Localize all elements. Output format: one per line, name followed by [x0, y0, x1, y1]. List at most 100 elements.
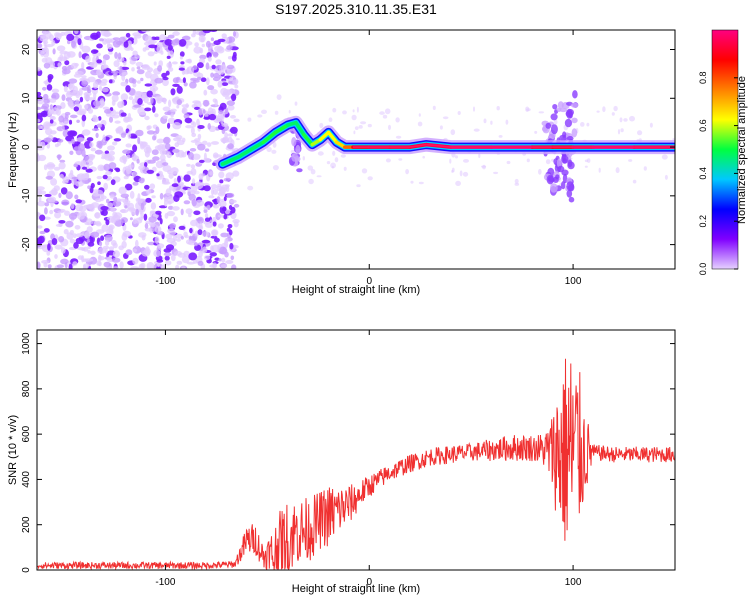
noise-blob: [450, 129, 456, 136]
noise-blob: [75, 204, 84, 212]
spectrogram-y-tick-label: -10: [21, 188, 32, 203]
noise-blob: [142, 47, 147, 52]
noise-blob: [332, 107, 337, 113]
noise-blob: [37, 112, 46, 117]
noise-blob: [49, 104, 54, 110]
noise-blob: [81, 61, 85, 70]
noise-blob: [442, 116, 449, 120]
noise-blob: [212, 230, 218, 237]
noise-blob: [171, 39, 180, 46]
noise-blob: [580, 122, 585, 127]
noise-blob: [47, 110, 51, 116]
noise-blob: [202, 249, 208, 253]
noise-blob: [205, 40, 211, 48]
noise-blob: [38, 235, 45, 244]
noise-blob: [176, 99, 182, 106]
noise-blob: [514, 178, 519, 184]
noise-blob: [96, 260, 101, 266]
noise-blob: [439, 125, 443, 130]
noise-blob: [197, 260, 204, 266]
noise-blob: [87, 85, 91, 92]
noise-blob: [65, 191, 73, 200]
streak-blob: [550, 113, 558, 121]
noise-blob: [367, 176, 373, 181]
noise-blob: [69, 238, 76, 244]
noise-blob: [360, 121, 367, 125]
noise-blob: [226, 100, 235, 106]
noise-blob: [615, 167, 620, 174]
noise-blob: [192, 121, 197, 128]
noise-blob: [81, 247, 86, 251]
noise-blob: [384, 108, 391, 115]
noise-blob: [201, 43, 205, 48]
noise-blob: [126, 154, 131, 159]
noise-blob: [76, 137, 85, 142]
noise-blob: [192, 30, 197, 35]
streak-blob: [562, 158, 567, 164]
noise-blob: [79, 96, 84, 103]
noise-blob: [138, 177, 145, 184]
noise-blob: [203, 185, 211, 192]
noise-blob: [164, 212, 169, 219]
streak-blob: [291, 153, 299, 162]
noise-blob: [209, 171, 214, 176]
noise-blob: [410, 180, 414, 184]
noise-blob: [85, 55, 91, 63]
noise-blob: [227, 133, 234, 137]
noise-blob: [37, 186, 45, 191]
noise-blob: [186, 67, 190, 75]
noise-blob: [125, 32, 131, 38]
colorbar-ticks: 0.0 0.2 0.4 0.6 0.8: [698, 72, 738, 275]
snr-x-tick-label: -100: [155, 577, 175, 588]
noise-blob: [87, 241, 95, 247]
noise-blob: [219, 102, 227, 110]
noise-blob: [146, 169, 155, 174]
noise-blob: [128, 96, 134, 101]
noise-blob: [161, 72, 168, 78]
noise-blob: [96, 123, 103, 128]
noise-blob: [43, 137, 52, 143]
spectrogram-x-tick-label: 0: [366, 276, 372, 287]
noise-blob: [156, 45, 163, 54]
noise-blob: [63, 85, 68, 93]
noise-blob: [145, 71, 152, 79]
noise-blob: [143, 213, 148, 221]
noise-blob: [193, 242, 198, 247]
noise-blob: [84, 172, 90, 179]
noise-blob: [91, 202, 100, 208]
noise-blob: [197, 125, 205, 129]
noise-blob: [136, 158, 140, 164]
noise-blob: [97, 181, 101, 185]
colorbar-tick-label: 0.8: [698, 72, 708, 85]
noise-blob: [354, 126, 359, 130]
noise-blob: [204, 217, 211, 222]
noise-blob: [98, 85, 103, 91]
noise-blob: [43, 228, 50, 233]
noise-blob: [122, 149, 131, 154]
noise-blob: [163, 115, 168, 119]
noise-blob: [154, 113, 159, 118]
noise-blob: [170, 167, 179, 175]
noise-blob: [139, 208, 143, 215]
ridge-segment: [237, 147, 253, 159]
noise-blob: [133, 104, 142, 108]
noise-blob: [455, 180, 461, 186]
noise-blob: [203, 157, 211, 163]
snr-y-tick-label: 400: [21, 471, 32, 488]
noise-blob: [204, 255, 211, 261]
noise-blob: [202, 109, 206, 114]
noise-blob: [342, 110, 347, 115]
noise-blob: [112, 40, 121, 48]
noise-blob: [113, 138, 122, 142]
noise-blob: [89, 235, 94, 243]
noise-blob: [51, 94, 57, 99]
noise-blob: [231, 54, 237, 62]
noise-blob: [47, 75, 52, 83]
spectrogram-x-tick-label: -100: [155, 276, 175, 287]
noise-blob: [135, 239, 139, 248]
streak-blob: [566, 108, 573, 119]
noise-blob: [161, 181, 171, 185]
noise-blob: [596, 110, 600, 113]
noise-blob: [127, 131, 131, 140]
noise-blob: [149, 210, 155, 214]
